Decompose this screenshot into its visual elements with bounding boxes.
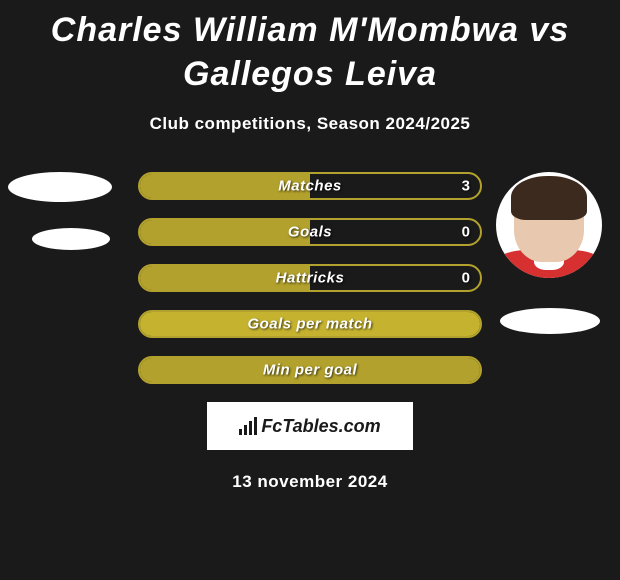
stat-bar-value: 3 [462,178,470,195]
placeholder-oval [32,228,110,250]
comparison-chart: Matches3Goals0Hattricks0Goals per matchM… [0,172,620,384]
avatar [496,172,602,278]
stat-bar: Min per goal [138,356,482,384]
date-label: 13 november 2024 [0,472,620,492]
right-player-photo [496,172,602,278]
stat-bar-label: Goals [140,224,480,241]
stat-bar-label: Matches [140,178,480,195]
stat-bar-label: Hattricks [140,270,480,287]
page-title: Charles William M'Mombwa vs Gallegos Lei… [0,0,620,96]
stat-bar-value: 0 [462,224,470,241]
stat-bar: Hattricks0 [138,264,482,292]
fctables-text: FcTables.com [261,416,380,437]
subtitle: Club competitions, Season 2024/2025 [0,114,620,134]
placeholder-oval [8,172,112,202]
stat-bar: Goals per match [138,310,482,338]
stat-bars: Matches3Goals0Hattricks0Goals per matchM… [138,172,482,384]
fctables-badge: FcTables.com [207,402,413,450]
stat-bar: Matches3 [138,172,482,200]
stat-bar-value: 0 [462,270,470,287]
stat-bar: Goals0 [138,218,482,246]
chart-icon [239,417,257,435]
right-name-placeholder [500,308,600,334]
stat-bar-label: Goals per match [140,316,480,333]
stat-bar-label: Min per goal [140,362,480,379]
